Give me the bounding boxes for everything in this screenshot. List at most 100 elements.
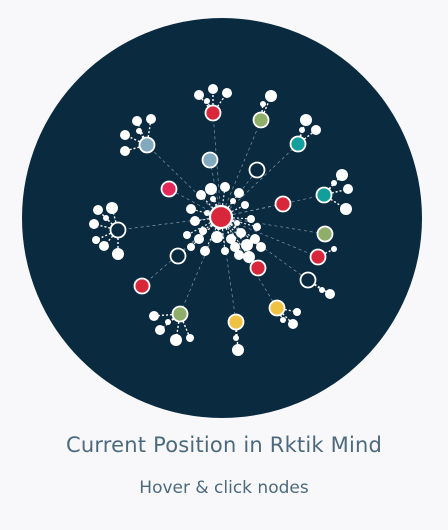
graph-leaf-node[interactable] (89, 219, 99, 229)
graph-leaf-node[interactable] (136, 128, 142, 134)
graph-leaf-node[interactable] (253, 223, 261, 231)
graph-leaf-node[interactable] (93, 205, 103, 215)
graph-node-teal-right[interactable] (315, 186, 333, 204)
graph-leaf-node[interactable] (241, 201, 249, 209)
graph-leaf-node[interactable] (325, 289, 335, 299)
graph-hub-nodes (109, 104, 334, 331)
graph-leaf-node[interactable] (103, 215, 109, 221)
graph-leaf-node[interactable] (194, 234, 204, 244)
graph-leaf-node[interactable] (132, 116, 142, 126)
graph-node-pink[interactable] (160, 180, 178, 198)
graph-leaf-node[interactable] (293, 308, 301, 316)
graph-edge (117, 216, 222, 231)
graph-node-top-right-green[interactable] (252, 111, 270, 129)
graph-node-yellow-low[interactable] (227, 313, 245, 331)
graph-leaf-node[interactable] (233, 335, 239, 341)
graph-leaf-node[interactable] (300, 114, 312, 126)
graph-leaf-node[interactable] (187, 243, 195, 251)
graph-edge (317, 248, 335, 258)
graph-leaf-node[interactable] (256, 242, 266, 252)
caption-subtitle: Hover & click nodes (139, 478, 309, 498)
graph-leaf-node[interactable] (190, 216, 200, 226)
graph-leaf-node[interactable] (222, 88, 232, 98)
graph-edge (186, 216, 222, 236)
graph-node-hollow-right-low[interactable] (299, 271, 317, 289)
graph-leaf-node[interactable] (226, 234, 236, 244)
graph-leaf-node[interactable] (336, 169, 348, 181)
graph-node-red-right-low[interactable] (309, 248, 327, 266)
graph-edge (105, 217, 119, 231)
graph-node-teal-upper[interactable] (289, 135, 307, 153)
graph-leaf-node[interactable] (234, 250, 244, 260)
mind-graph[interactable] (0, 0, 448, 420)
graph-leaf-node[interactable] (230, 242, 240, 252)
graph-node-blue-upper-left[interactable] (138, 136, 156, 154)
graph-node-blue-inner[interactable] (201, 151, 219, 169)
graph-leaf-node[interactable] (112, 248, 124, 260)
graph-leaf-node[interactable] (146, 114, 156, 124)
graph-leaf-node[interactable] (208, 84, 218, 94)
graph-node-center[interactable] (208, 204, 234, 230)
graph-leaf-node[interactable] (331, 180, 337, 186)
graph-node-hollow-inner-top[interactable] (248, 161, 266, 179)
graph-node-green-right[interactable] (316, 225, 334, 243)
graph-leaf-node[interactable] (205, 183, 217, 195)
graph-leaf-node[interactable] (232, 344, 244, 356)
graph-leaf-node[interactable] (106, 202, 118, 214)
graph-leaf-node[interactable] (331, 246, 337, 252)
graph-leaf-node[interactable] (234, 220, 240, 226)
graph-leaf-node[interactable] (211, 231, 223, 243)
graph-leaf-node[interactable] (194, 90, 204, 100)
graph-node-red-left-low[interactable] (133, 277, 151, 295)
graph-node-green-low[interactable] (171, 305, 189, 323)
graph-leaf-node[interactable] (92, 236, 100, 244)
caption-title: Current Position in Rktik Mind (65, 433, 383, 457)
graph-leaf-node[interactable] (204, 210, 210, 216)
graph-leaf-node[interactable] (311, 125, 321, 135)
graph-leaf-node[interactable] (196, 190, 206, 200)
graph-leaf-node[interactable] (120, 146, 130, 156)
graph-leaf-node[interactable] (343, 184, 353, 194)
graph-edge (209, 159, 222, 218)
graph-edge (220, 216, 259, 269)
graph-leaf-node[interactable] (149, 311, 159, 321)
graph-node-hollow-inner-left[interactable] (169, 247, 187, 265)
graph-leaf-node[interactable] (183, 231, 191, 239)
graph-leaf-node[interactable] (186, 204, 196, 214)
graph-leaf-node[interactable] (165, 319, 171, 325)
graph-node-yellow-low-right[interactable] (268, 299, 286, 317)
graph-leaf-node[interactable] (236, 228, 246, 238)
graph-leaf-node[interactable] (199, 227, 207, 235)
graph-leaf-node[interactable] (155, 325, 165, 335)
graph-leaf-node[interactable] (265, 90, 277, 102)
graph-leaf-node[interactable] (230, 198, 236, 204)
graph-edge (220, 216, 256, 240)
graph-node-hollow-left[interactable] (109, 221, 127, 239)
graph-leaf-node[interactable] (220, 182, 230, 192)
graph-leaf-node[interactable] (210, 196, 216, 202)
graph-leaf-node[interactable] (243, 251, 255, 263)
graph-node-red-right[interactable] (274, 195, 292, 213)
graph-leaf-node[interactable] (280, 317, 286, 323)
graph-leaf-node[interactable] (234, 188, 244, 198)
graph-leaf-node[interactable] (247, 215, 255, 223)
graph-leaf-node[interactable] (99, 241, 109, 251)
graph-leaf-node[interactable] (299, 127, 305, 133)
graph-edge (168, 188, 222, 218)
graph-leaf-node[interactable] (186, 334, 194, 342)
graph-leaf-node[interactable] (319, 287, 325, 293)
graph-leaf-node[interactable] (200, 246, 210, 256)
graph-leaf-node[interactable] (204, 98, 210, 104)
graph-leaf-nodes (89, 84, 353, 356)
graph-node-top[interactable] (204, 104, 222, 122)
graph-leaf-node[interactable] (241, 239, 253, 251)
graph-leaf-node[interactable] (340, 203, 352, 215)
graph-leaf-node[interactable] (170, 334, 182, 346)
graph-leaf-node[interactable] (221, 247, 229, 255)
graph-node-red-inner-low[interactable] (249, 259, 267, 277)
graph-edge (212, 112, 222, 218)
graph-leaf-node[interactable] (288, 319, 298, 329)
graph-leaf-node[interactable] (120, 130, 130, 140)
graph-leaf-node[interactable] (250, 234, 260, 244)
graph-leaf-node[interactable] (260, 101, 266, 107)
